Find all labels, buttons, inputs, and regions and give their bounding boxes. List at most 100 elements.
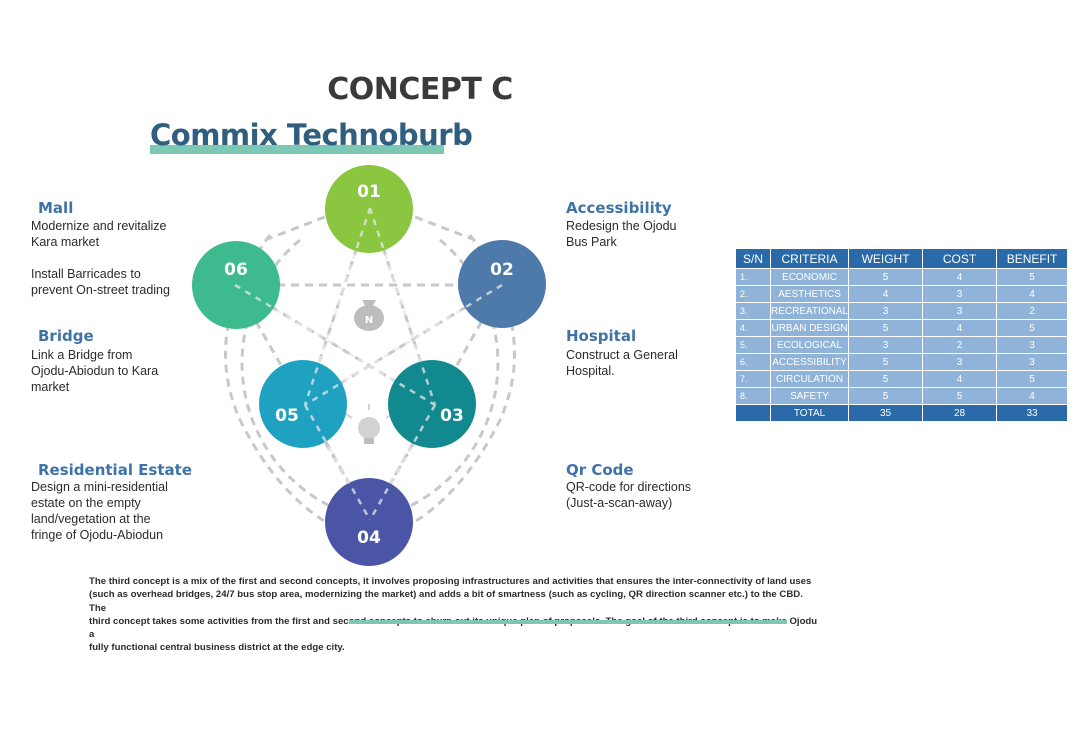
residential-line: land/vegetation at the: [31, 512, 151, 526]
table-total-row: TOTAL 35 28 33: [735, 404, 1069, 422]
cell-cost: 4: [922, 370, 998, 388]
header-cost: COST: [922, 248, 998, 269]
subtitle-block: Commix Technoburb: [150, 118, 473, 154]
table-row: 1. ECONOMIC 5 4 5: [735, 268, 1069, 286]
circle-05: 05: [259, 360, 347, 448]
header-sn: S/N: [735, 248, 771, 269]
cell-criteria: CIRCULATION: [769, 370, 850, 388]
footer-paragraph: The third concept is a mix of the first …: [89, 575, 819, 655]
cell-cost: 5: [922, 387, 998, 405]
spacer: [31, 250, 211, 266]
money-bag-icon: N: [354, 300, 384, 331]
cell-weight: 5: [848, 387, 924, 405]
footer-line: (such as overhead bridges, 24/7 bus stop…: [89, 589, 803, 614]
cell-sn: 1.: [735, 268, 771, 286]
cell-benefit: 4: [996, 285, 1069, 303]
accessibility-line: Bus Park: [566, 235, 617, 249]
table-row: 2. AESTHETICS 4 3 4: [735, 285, 1069, 303]
mall-line: prevent On-street trading: [31, 283, 170, 297]
cell-cost: 3: [922, 302, 998, 320]
cell-cost: 3: [922, 353, 998, 371]
cell-criteria: ECOLOGICAL: [769, 336, 850, 354]
footer-line: The third concept is a mix of the first …: [89, 576, 812, 587]
footer-line: fully functional central business distri…: [89, 642, 345, 654]
cell-sn: 5.: [735, 336, 771, 354]
cell-sn: 4.: [735, 319, 771, 337]
cell-weight: 5: [848, 268, 924, 286]
cell-benefit: 5: [996, 370, 1069, 388]
table-row: 6. ACCESSIBILITY 5 3 3: [735, 353, 1069, 371]
table-header-row: S/N CRITERIA WEIGHT COST BENEFIT: [735, 248, 1069, 269]
residential-line: estate on the empty: [31, 496, 141, 510]
qrcode-line: (Just-a-scan-away): [566, 496, 673, 510]
footer-line: third concept takes some activities from…: [89, 615, 818, 641]
cell-weight: 5: [848, 319, 924, 337]
circle-01-label: 01: [357, 182, 381, 202]
cell-weight: 4: [848, 285, 924, 303]
cell-benefit: 3: [996, 336, 1069, 354]
header-weight: WEIGHT: [848, 248, 924, 269]
section-accessibility: Accessibility: [566, 199, 672, 217]
residential-description: Design a mini-residential estate on the …: [31, 479, 211, 543]
circle-02: 02: [458, 240, 546, 328]
hospital-heading: Hospital: [566, 327, 637, 345]
cell-criteria: ECONOMIC: [769, 268, 850, 286]
light-bulb-icon: [345, 404, 393, 444]
cell-criteria: RECREATIONAL: [769, 302, 850, 320]
cell-sn: [735, 404, 771, 422]
cell-total-benefit: 33: [996, 404, 1069, 422]
residential-line: Design a mini-residential: [31, 480, 168, 494]
cell-total-weight: 35: [848, 404, 924, 422]
cell-sn: 7.: [735, 370, 771, 388]
cell-cost: 4: [922, 268, 998, 286]
concept-title: CONCEPT C: [327, 72, 513, 107]
cell-weight: 5: [848, 353, 924, 371]
cell-sn: 8.: [735, 387, 771, 405]
table-row: 5. ECOLOGICAL 3 2 3: [735, 336, 1069, 354]
mall-line: Modernize and revitalize: [31, 219, 167, 233]
overlay-lines: [234, 207, 503, 521]
hospital-line: Construct a General: [566, 348, 678, 362]
hospital-description: Construct a General Hospital.: [566, 347, 726, 379]
table-row: 4. URBAN DESIGN 5 4 5: [735, 319, 1069, 337]
cell-benefit: 2: [996, 302, 1069, 320]
cell-cost: 2: [922, 336, 998, 354]
cell-criteria: ACCESSIBILITY: [769, 353, 850, 371]
mall-heading: Mall: [38, 199, 74, 217]
cell-criteria: URBAN DESIGN: [769, 319, 850, 337]
hospital-line: Hospital.: [566, 364, 615, 378]
qrcode-line: QR-code for directions: [566, 480, 692, 494]
circle-04-label: 04: [357, 528, 381, 548]
header-criteria: CRITERIA: [769, 248, 850, 269]
bridge-line: market: [31, 380, 70, 394]
mall-description: Modernize and revitalize Kara market Ins…: [31, 218, 211, 298]
mall-line: Install Barricades to: [31, 267, 141, 281]
qrcode-description: QR-code for directions (Just-a-scan-away…: [566, 479, 726, 511]
cell-weight: 5: [848, 370, 924, 388]
bridge-description: Link a Bridge from Ojodu-Abiodun to Kara…: [31, 347, 211, 395]
section-residential: Residential Estate: [38, 461, 192, 479]
table-row: 3. RECREATIONAL 3 3 2: [735, 302, 1069, 320]
circle-06-label: 06: [224, 260, 248, 280]
bridge-heading: Bridge: [38, 327, 94, 345]
cell-sn: 3.: [735, 302, 771, 320]
residential-heading: Residential Estate: [38, 461, 192, 479]
cell-benefit: 3: [996, 353, 1069, 371]
cell-weight: 3: [848, 336, 924, 354]
circle-02-label: 02: [490, 260, 514, 280]
cell-weight: 3: [848, 302, 924, 320]
accessibility-heading: Accessibility: [566, 199, 672, 217]
criteria-table: S/N CRITERIA WEIGHT COST BENEFIT 1. ECON…: [735, 248, 1069, 422]
cell-total-cost: 28: [922, 404, 998, 422]
money-bag-letter: N: [365, 315, 373, 326]
cell-sn: 2.: [735, 285, 771, 303]
cell-cost: 3: [922, 285, 998, 303]
table-row: 8. SAFETY 5 5 4: [735, 387, 1069, 405]
header-benefit: BENEFIT: [996, 248, 1069, 269]
bridge-line: Ojodu-Abiodun to Kara: [31, 364, 159, 378]
circle-04: 04: [325, 478, 413, 566]
mall-line: Kara market: [31, 235, 100, 249]
cell-criteria: SAFETY: [769, 387, 850, 405]
cell-benefit: 5: [996, 319, 1069, 337]
